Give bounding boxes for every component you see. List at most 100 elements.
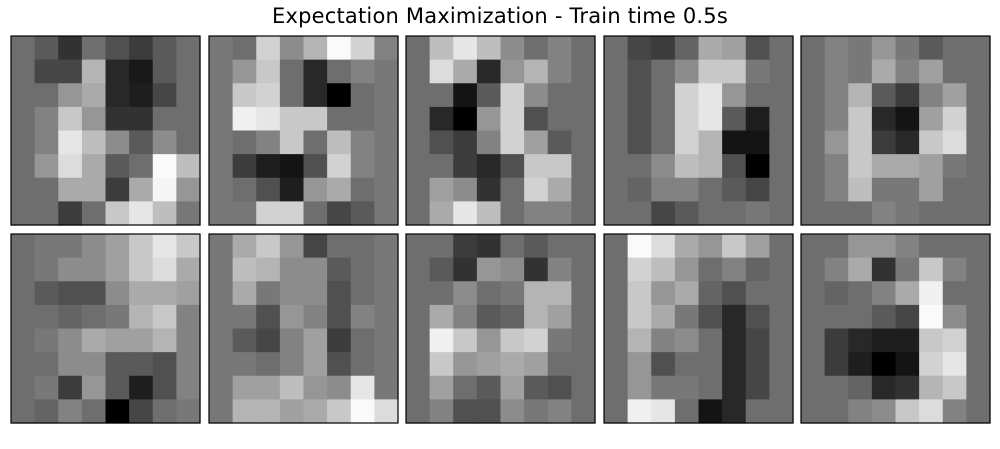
pixel-cell (848, 177, 873, 202)
pixel-cell (34, 177, 59, 202)
pixel-cell (524, 59, 549, 84)
pixel-cell (209, 352, 234, 377)
pixel-cell (769, 352, 794, 377)
pixel-cell (429, 154, 454, 179)
pixel-cell (745, 375, 770, 400)
pixel-cell (11, 83, 36, 108)
pixel-cell (453, 399, 478, 424)
pixel-cell (327, 201, 352, 226)
pixel-cell (176, 304, 201, 330)
pixel-cell (919, 399, 944, 424)
pixel-cell (453, 154, 478, 179)
pixel-cell (152, 352, 177, 377)
pixel-cell (11, 177, 36, 202)
pixel-cell (966, 234, 991, 259)
pixel-cell (81, 375, 107, 400)
pixel-cell (871, 154, 897, 179)
pixel-cell (176, 234, 201, 259)
pixel-cell (769, 83, 794, 108)
pixel-cell (232, 257, 257, 282)
pixel-cell (34, 399, 59, 424)
pixel-cell (966, 201, 991, 226)
pixel-cell (232, 59, 257, 84)
pixel-cell (571, 375, 596, 400)
pixel-cell (406, 177, 431, 202)
pixel-cell (627, 328, 652, 353)
pixel-cell (256, 36, 281, 61)
pixel-cell (232, 83, 257, 108)
pixel-cell (209, 83, 234, 108)
pixel-cell (524, 130, 549, 155)
pixel-cell (58, 257, 83, 282)
pixel-cell (34, 83, 59, 108)
panel-border (10, 233, 201, 424)
pixel-cell (698, 83, 723, 108)
pixel-cell (350, 177, 375, 202)
pixel-cell (769, 328, 794, 353)
pixel-cell (256, 130, 281, 155)
pixel-cell (604, 36, 629, 61)
pixel-cell (58, 375, 83, 400)
pixel-cell (848, 257, 873, 282)
pixel-cell (942, 177, 967, 202)
pixel-cell (209, 281, 234, 306)
pixel-cell (406, 36, 431, 61)
pixel-cell (966, 154, 991, 179)
pixel-cell (674, 304, 700, 330)
pixel-cell (722, 328, 747, 353)
pixel-cell (11, 399, 36, 424)
pixel-cell (801, 154, 826, 179)
pixel-cell (476, 281, 502, 306)
pixel-cell (500, 281, 525, 306)
pixel-cell (129, 83, 154, 108)
pixel-cell (303, 154, 328, 179)
pixel-cell (824, 154, 849, 179)
component-image-6 (10, 233, 201, 424)
pixel-cell (571, 106, 596, 132)
pixel-cell (374, 201, 399, 226)
pixel-cell (895, 281, 920, 306)
pixel-cell (476, 106, 502, 132)
pixel-cell (327, 375, 352, 400)
component-image-8 (405, 233, 596, 424)
pixel-cell (871, 177, 897, 202)
pixel-cell (453, 36, 478, 61)
pixel-cell (279, 375, 305, 400)
pixel-cell (674, 59, 700, 84)
pixel-cell (627, 59, 652, 84)
pixel-cell (350, 257, 375, 282)
pixel-cell (34, 106, 59, 132)
pixel-cell (429, 106, 454, 132)
pixel-cell (476, 177, 502, 202)
pixel-cell (895, 59, 920, 84)
pixel-cell (547, 257, 572, 282)
pixel-cell (942, 201, 967, 226)
pixel-cell (105, 36, 130, 61)
pixel-cell (152, 83, 177, 108)
pixel-cell (824, 130, 849, 155)
pixel-cell (674, 234, 700, 259)
pixel-cell (81, 130, 107, 155)
pixel-cell (547, 399, 572, 424)
pixel-cell (453, 352, 478, 377)
pixel-cell (34, 281, 59, 306)
pixel-cell (429, 328, 454, 353)
pixel-cell (209, 375, 234, 400)
pixel-cell (256, 281, 281, 306)
pixel-cell (105, 281, 130, 306)
pixel-cell (129, 375, 154, 400)
pixel-cell (11, 36, 36, 61)
pixel-cell (745, 352, 770, 377)
pixel-cell (453, 304, 478, 330)
pixel-cell (11, 352, 36, 377)
pixel-cell (871, 257, 897, 282)
pixel-cell (942, 352, 967, 377)
pixel-cell (303, 399, 328, 424)
pixel-cell (429, 399, 454, 424)
pixel-cell (547, 106, 572, 132)
pixel-cell (722, 234, 747, 259)
pixel-cell (34, 234, 59, 259)
pixel-cell (769, 130, 794, 155)
pixel-cell (453, 83, 478, 108)
pixel-cell (350, 399, 375, 424)
